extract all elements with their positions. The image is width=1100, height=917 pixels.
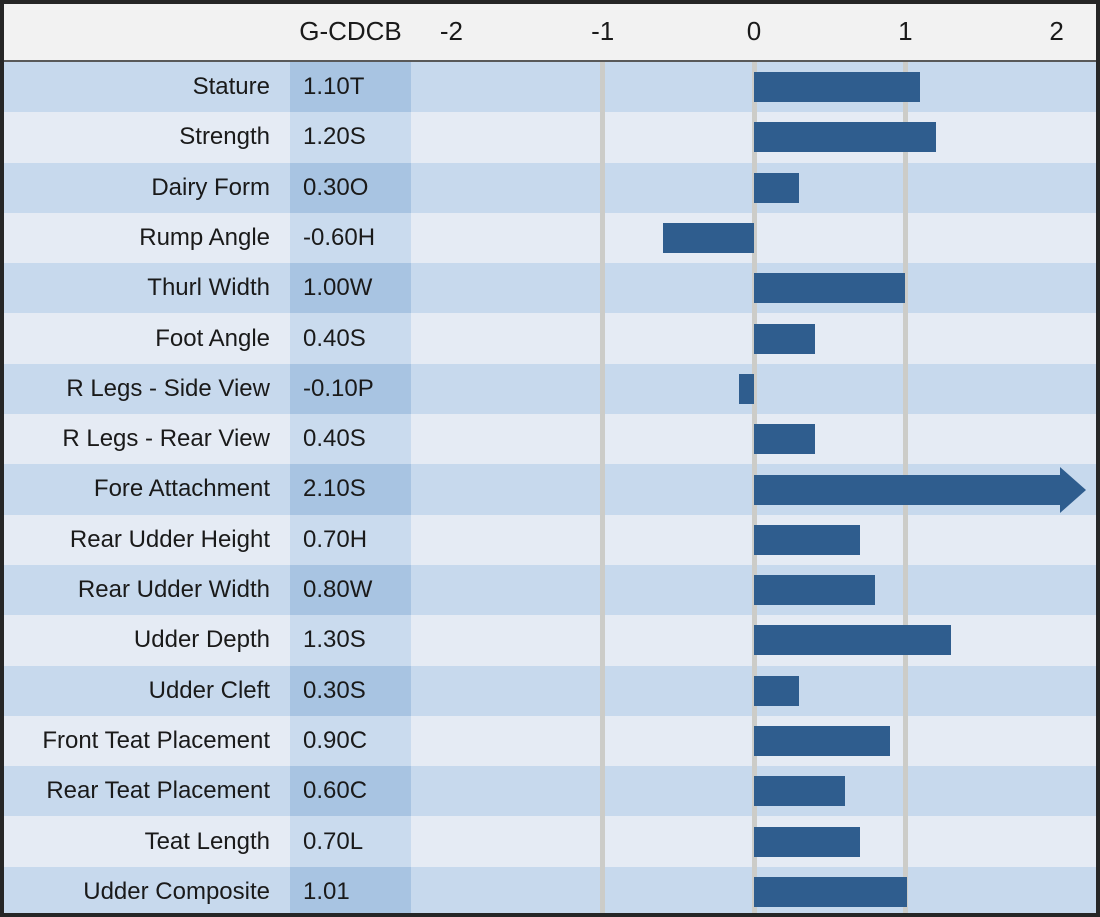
trait-sta-value: 2.10S	[290, 464, 411, 515]
sta-bar	[754, 876, 907, 907]
trait-sta-value: 1.00W	[290, 263, 411, 314]
trait-label: Udder Composite	[83, 877, 270, 905]
x-axis-tick-label: 1	[898, 15, 913, 46]
trait-label: R Legs - Side View	[66, 374, 270, 402]
sta-bar	[754, 675, 800, 706]
table-row	[0, 766, 1100, 817]
trait-sta-value: 0.60C	[290, 766, 411, 817]
sta-bar	[754, 826, 860, 857]
trait-sta-value: 1.10T	[290, 62, 411, 113]
trait-label: Rear Udder Width	[77, 576, 270, 604]
trait-label: Front Teat Placement	[42, 726, 270, 754]
table-row	[0, 715, 1100, 767]
x-axis-tick-label: -1	[591, 15, 615, 46]
x-axis-tick-label: -2	[439, 15, 463, 46]
trait-label: Strength	[179, 123, 270, 151]
trait-sta-value: 0.90C	[290, 715, 411, 767]
table-row	[0, 564, 1100, 616]
table-row	[0, 263, 1100, 314]
trait-label: Fore Attachment	[93, 475, 270, 503]
x-axis-tick-label: 0	[746, 15, 762, 46]
sta-bar	[754, 273, 906, 304]
trait-sta-value: -0.10P	[290, 363, 411, 415]
trait-label: Thurl Width	[147, 274, 270, 302]
table-row	[0, 414, 1100, 465]
trait-label: Udder Depth	[133, 626, 270, 654]
trait-sta-value: 0.30S	[290, 665, 411, 716]
trait-sta-value: 1.01	[290, 866, 411, 917]
trait-label: Rear Udder Height	[69, 525, 270, 553]
trait-label: Stature	[192, 73, 270, 101]
trait-sta-value: 0.40S	[290, 414, 411, 465]
value-column-header: G-CDCB	[299, 15, 402, 46]
trait-label: Udder Cleft	[148, 676, 270, 704]
sta-bar	[754, 122, 936, 153]
sta-bar	[754, 524, 860, 555]
sta-bar	[754, 625, 951, 656]
table-row	[0, 313, 1100, 364]
trait-label: Rear Teat Placement	[46, 777, 270, 805]
off-scale-arrow-icon	[1060, 466, 1086, 513]
table-row	[0, 665, 1100, 716]
sta-bar	[754, 172, 800, 203]
header-separator	[0, 60, 1100, 62]
sta-bar	[754, 776, 845, 807]
trait-sta-value: 0.30O	[290, 162, 411, 213]
table-row	[0, 162, 1100, 213]
sta-bar	[663, 223, 754, 254]
table-row	[0, 816, 1100, 867]
x-axis-tick-label: 2	[1049, 15, 1064, 46]
trait-sta-value: -0.60H	[290, 212, 411, 264]
sta-bar	[754, 72, 921, 103]
trait-label: Dairy Form	[151, 173, 270, 201]
table-row	[0, 363, 1100, 415]
trait-sta-value: 1.30S	[290, 615, 411, 666]
table-row	[0, 866, 1100, 917]
trait-label: Teat Length	[144, 827, 270, 855]
sta-bar	[754, 575, 876, 606]
sta-bar	[754, 424, 815, 455]
trait-label: Rump Angle	[139, 224, 270, 252]
trait-label: Foot Angle	[155, 324, 270, 352]
sta-bar	[754, 725, 891, 756]
table-row	[0, 212, 1100, 264]
trait-sta-value: 1.20S	[290, 112, 411, 163]
sta-bar	[754, 323, 815, 354]
chart-header: G-CDCB -2 -1 0 1 2	[0, 0, 1100, 62]
trait-sta-value: 0.70L	[290, 816, 411, 867]
trait-sta-value: 0.40S	[290, 313, 411, 364]
trait-sta-value: 0.70H	[290, 514, 411, 565]
trait-sta-value: 0.80W	[290, 564, 411, 616]
table-row	[0, 514, 1100, 565]
axis-gridline	[600, 62, 606, 917]
trait-label: R Legs - Rear View	[62, 425, 270, 453]
sta-bar	[738, 373, 754, 404]
sta-bar	[754, 474, 1060, 505]
